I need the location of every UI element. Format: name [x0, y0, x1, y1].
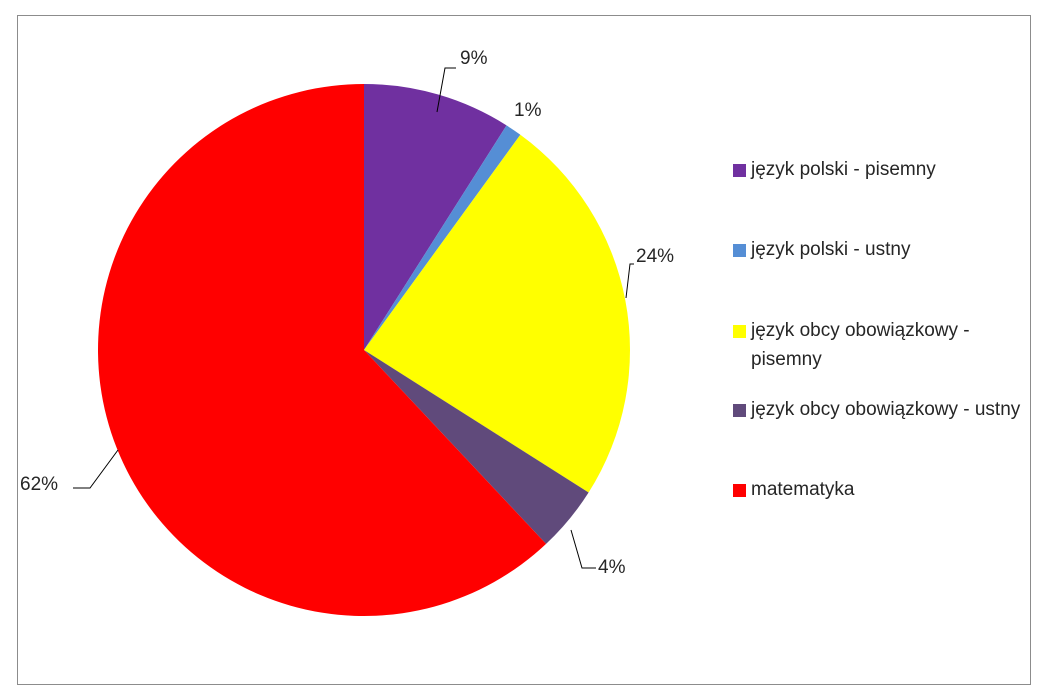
pie-slice-jezyk-obcy-obowiazkowy-ustny: [364, 350, 589, 544]
leader-line-jezyk-obcy-obowiazkowy-ustny: [570, 529, 596, 569]
data-label-jezyk-polski-ustny: 1%: [514, 100, 542, 121]
pie-slice-jezyk-polski-ustny: [364, 125, 521, 350]
data-label-jezyk-obcy-obowiazkowy-pisemny: 24%: [636, 246, 674, 267]
data-label-jezyk-polski-pisemny: 9%: [460, 48, 488, 69]
leader-line-jezyk-polski-pisemny: [436, 67, 456, 113]
pie-slice-jezyk-polski-pisemny: [364, 84, 507, 350]
legend-item-matematyka: matematyka: [733, 475, 1036, 504]
legend-swatch: [733, 164, 746, 177]
legend-label: język obcy obowiązkowy - pisemny: [751, 320, 970, 370]
legend-swatch: [733, 325, 746, 338]
pie-slice-jezyk-obcy-obowiazkowy-pisemny: [364, 134, 630, 493]
legend-item-jezyk-obcy-obowiazkowy-ustny: język obcy obowiązkowy - ustny: [733, 395, 1043, 424]
legend-label: język polski - ustny: [751, 239, 911, 260]
legend-label: język obcy obowiązkowy - ustny: [751, 399, 1021, 420]
legend-swatch: [733, 244, 746, 257]
data-label-jezyk-obcy-obowiazkowy-ustny: 4%: [598, 557, 626, 578]
pie-slices: [98, 84, 630, 616]
pie-slice-matematyka: [98, 84, 547, 616]
data-label-matematyka: 62%: [20, 474, 58, 495]
legend-label: matematyka: [751, 479, 855, 500]
leader-line-jezyk-obcy-obowiazkowy-pisemny: [625, 263, 634, 299]
legend-swatch: [733, 404, 746, 417]
legend-item-jezyk-obcy-obowiazkowy-pisemny: język obcy obowiązkowy - pisemny: [733, 316, 1043, 374]
legend-swatch: [733, 484, 746, 497]
legend-item-jezyk-polski-pisemny: język polski - pisemny: [733, 155, 1036, 184]
leader-lines: [73, 67, 634, 569]
data-labels: 9% 1% 24% 4% 62%: [20, 48, 674, 578]
legend-label: język polski - pisemny: [751, 159, 936, 180]
legend-item-jezyk-polski-ustny: język polski - ustny: [733, 235, 1036, 264]
leader-line-matematyka: [73, 449, 119, 489]
